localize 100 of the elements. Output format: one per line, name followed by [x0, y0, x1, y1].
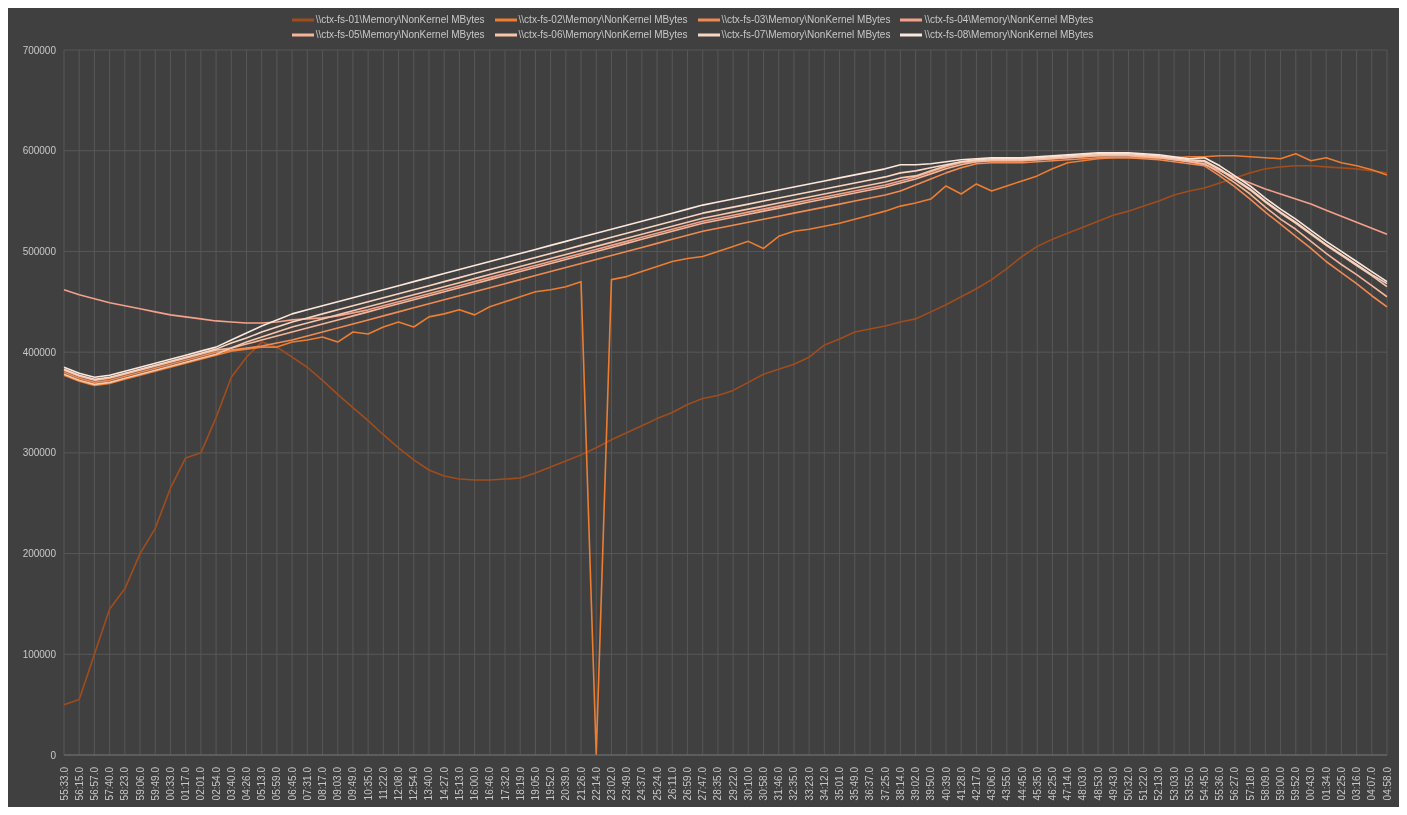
x-tick-label: 09:49.0 [347, 766, 359, 801]
x-tick-label: 48:53.0 [1092, 766, 1104, 801]
x-tick-label: 01:17.0 [180, 766, 192, 801]
x-tick-label: 59:49.0 [149, 766, 161, 801]
x-tick-label: 39:02.0 [910, 766, 922, 801]
x-tick-label: 42:17.0 [970, 766, 982, 801]
x-tick-label: 30:58.0 [758, 766, 770, 801]
x-tick-label: 21:26.0 [575, 766, 587, 801]
x-tick-label: 59:06.0 [134, 766, 146, 801]
x-tick-label: 01:34.0 [1320, 766, 1332, 801]
x-tick-label: 04:26.0 [240, 766, 252, 801]
x-tick-label: 12:54.0 [408, 766, 420, 801]
x-tick-label: 05:59.0 [271, 766, 283, 801]
x-tick-label: 47:14.0 [1062, 766, 1074, 801]
x-tick-label: 23:02.0 [605, 766, 617, 801]
x-tick-label: 19:05.0 [529, 766, 541, 801]
x-tick-label: 30:10.0 [742, 766, 754, 801]
x-tick-label: 53:03.0 [1168, 766, 1180, 801]
x-tick-label: 24:37.0 [636, 766, 648, 801]
x-tick-label: 57:18.0 [1244, 766, 1256, 801]
y-tick-label: 100000 [22, 648, 57, 660]
legend-label: \\ctx-fs-01\Memory\NonKernel MBytes [315, 14, 485, 25]
x-tick-label: 37:25.0 [879, 766, 891, 801]
y-tick-label: 200000 [22, 548, 57, 560]
x-tick-label: 05:13.0 [256, 766, 268, 801]
x-tick-label: 35:49.0 [849, 766, 861, 801]
x-tick-label: 33:23.0 [803, 766, 815, 801]
x-tick-label: 17:32.0 [499, 766, 511, 801]
x-tick-label: 44:45.0 [1016, 766, 1028, 801]
x-tick-label: 34:12.0 [818, 766, 830, 801]
x-tick-label: 55:36.0 [1214, 766, 1226, 801]
x-tick-label: 35:01.0 [834, 766, 846, 801]
x-tick-label: 59:00.0 [1275, 766, 1287, 801]
x-tick-label: 46:25.0 [1046, 766, 1058, 801]
x-tick-label: 00:43.0 [1305, 766, 1317, 801]
legend-label: \\ctx-fs-07\Memory\NonKernel MBytes [721, 29, 891, 40]
x-tick-label: 56:15.0 [73, 766, 85, 801]
x-tick-label: 18:19.0 [514, 766, 526, 801]
x-tick-label: 26:59.0 [681, 766, 693, 801]
legend-label: \\ctx-fs-06\Memory\NonKernel MBytes [518, 29, 688, 40]
x-tick-label: 11:22.0 [377, 766, 389, 800]
legend-label: \\ctx-fs-03\Memory\NonKernel MBytes [721, 14, 891, 25]
x-tick-label: 38:14.0 [894, 766, 906, 801]
x-tick-label: 41:28.0 [955, 766, 967, 801]
x-tick-label: 56:57.0 [88, 766, 100, 801]
x-tick-label: 31:46.0 [773, 766, 785, 801]
y-tick-label: 700000 [22, 44, 57, 56]
x-tick-label: 13:40.0 [423, 766, 435, 801]
y-tick-label: 0 [50, 749, 57, 761]
x-tick-label: 39:50.0 [925, 766, 937, 801]
x-tick-label: 00:33.0 [164, 766, 176, 801]
x-tick-label: 58:23.0 [119, 766, 131, 801]
x-tick-label: 27:47.0 [697, 766, 709, 801]
x-tick-label: 12:08.0 [393, 766, 405, 801]
x-tick-label: 02:54.0 [210, 766, 222, 801]
legend-label: \\ctx-fs-04\Memory\NonKernel MBytes [924, 14, 1094, 25]
x-tick-label: 54:45.0 [1199, 766, 1211, 801]
y-tick-label: 300000 [22, 447, 57, 459]
x-tick-label: 03:16.0 [1351, 766, 1363, 801]
x-tick-label: 50:32.0 [1122, 766, 1134, 801]
y-tick-label: 400000 [22, 346, 57, 358]
x-tick-label: 25:24.0 [651, 766, 663, 801]
x-tick-label: 56:27.0 [1229, 766, 1241, 801]
x-tick-label: 09:03.0 [332, 766, 344, 801]
x-tick-label: 04:07.0 [1366, 766, 1378, 801]
x-tick-label: 52:13.0 [1153, 766, 1165, 801]
x-tick-label: 49:43.0 [1107, 766, 1119, 801]
x-tick-label: 26:11.0 [666, 766, 678, 800]
x-tick-label: 22:14.0 [590, 766, 602, 801]
y-tick-label: 500000 [22, 245, 57, 257]
x-tick-label: 02:01.0 [195, 766, 207, 801]
x-tick-label: 08:17.0 [317, 766, 329, 801]
x-tick-label: 58:09.0 [1259, 766, 1271, 801]
x-tick-label: 10:35.0 [362, 766, 374, 801]
x-tick-label: 23:49.0 [621, 766, 633, 801]
x-tick-label: 03:40.0 [225, 766, 237, 801]
x-tick-label: 59:52.0 [1290, 766, 1302, 801]
x-tick-label: 28:35.0 [712, 766, 724, 801]
x-tick-label: 14:27.0 [438, 766, 450, 801]
x-tick-label: 07:31.0 [301, 766, 313, 801]
y-tick-label: 600000 [22, 145, 57, 157]
x-tick-label: 36:37.0 [864, 766, 876, 801]
x-tick-label: 57:40.0 [104, 766, 116, 801]
x-tick-label: 20:39.0 [560, 766, 572, 801]
legend-label: \\ctx-fs-08\Memory\NonKernel MBytes [924, 29, 1094, 40]
x-tick-label: 19:52.0 [545, 766, 557, 801]
x-tick-label: 06:45.0 [286, 766, 298, 801]
x-tick-label: 51:22.0 [1138, 766, 1150, 801]
x-tick-label: 02:25.0 [1335, 766, 1347, 801]
legend-label: \\ctx-fs-02\Memory\NonKernel MBytes [518, 14, 688, 25]
x-tick-label: 43:55.0 [1001, 766, 1013, 801]
x-tick-label: 16:00.0 [469, 766, 481, 801]
x-tick-label: 16:46.0 [484, 766, 496, 801]
x-tick-label: 29:22.0 [727, 766, 739, 801]
x-tick-label: 55:33.0 [58, 766, 70, 801]
legend-label: \\ctx-fs-05\Memory\NonKernel MBytes [315, 29, 485, 40]
x-tick-label: 32:35.0 [788, 766, 800, 801]
x-tick-label: 43:06.0 [986, 766, 998, 801]
x-tick-label: 48:03.0 [1077, 766, 1089, 801]
x-tick-label: 40:39.0 [940, 766, 952, 801]
